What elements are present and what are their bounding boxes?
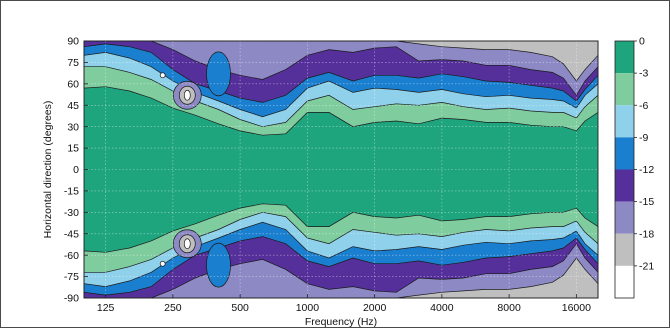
colorbar-label: -21 — [639, 260, 654, 272]
y-tick-label: -60 — [64, 250, 79, 262]
colorbar-swatch — [615, 265, 634, 298]
y-tick-label: 15 — [67, 143, 79, 155]
x-tick-label: 1000 — [296, 302, 320, 314]
colorbar-label: 0 — [639, 36, 645, 48]
colorbar-label: -9 — [639, 132, 648, 144]
y-axis-ticks: 90 75 60 45 30 15 0 -15 -30 -45 -60 -75 -90 — [64, 36, 88, 305]
y-tick-label: 75 — [67, 57, 79, 69]
feature-island — [206, 242, 231, 288]
y-axis-label: Horizontal direction (degrees) — [42, 101, 54, 239]
x-axis-ticks: 125 250 500 1000 2000 4000 8000 16000 — [97, 294, 591, 314]
colorbar-swatch — [615, 73, 634, 106]
colorbar-swatch — [615, 169, 634, 202]
colorbar-label: -18 — [639, 228, 654, 240]
feature-island — [206, 51, 231, 97]
y-tick-label: 30 — [67, 121, 79, 133]
x-tick-label: 8000 — [497, 302, 521, 314]
feature-point — [159, 260, 166, 267]
x-axis-label: Frequency (Hz) — [305, 316, 377, 328]
y-tick-label: -30 — [64, 207, 79, 219]
x-tick-label: 250 — [164, 302, 182, 314]
feature-ring-inner — [183, 89, 191, 101]
y-tick-label: 0 — [73, 164, 79, 176]
y-tick-label: 45 — [67, 100, 79, 112]
y-tick-label: -90 — [64, 293, 79, 305]
colorbar-swatch — [615, 105, 634, 138]
y-tick-label: -75 — [64, 271, 79, 283]
y-tick-label: 60 — [67, 78, 79, 90]
colorbar-swatch — [615, 201, 634, 234]
colorbar-label: -3 — [639, 68, 648, 80]
x-tick-label: 125 — [97, 302, 115, 314]
colorbar-label: -6 — [639, 100, 648, 112]
colorbar-label: -12 — [639, 164, 654, 176]
grid-lines — [84, 40, 598, 299]
x-tick-label: 4000 — [430, 302, 454, 314]
colorbar-swatch — [615, 41, 634, 74]
y-tick-label: -45 — [64, 228, 79, 240]
x-tick-label: 500 — [231, 302, 249, 314]
y-tick-label: -15 — [64, 186, 79, 198]
x-tick-label: 16000 — [562, 302, 591, 314]
colorbar-swatch — [615, 233, 634, 266]
y-tick-label: 90 — [67, 36, 79, 48]
feature-point — [159, 72, 166, 79]
feature-ring-inner — [183, 238, 191, 250]
colorbar-label: -15 — [639, 196, 654, 208]
colorbar-swatch — [615, 137, 634, 170]
colorbar: 0 -3 -6 -9 -12 -15 -18 -21 — [614, 36, 654, 299]
x-tick-label: 2000 — [363, 302, 387, 314]
